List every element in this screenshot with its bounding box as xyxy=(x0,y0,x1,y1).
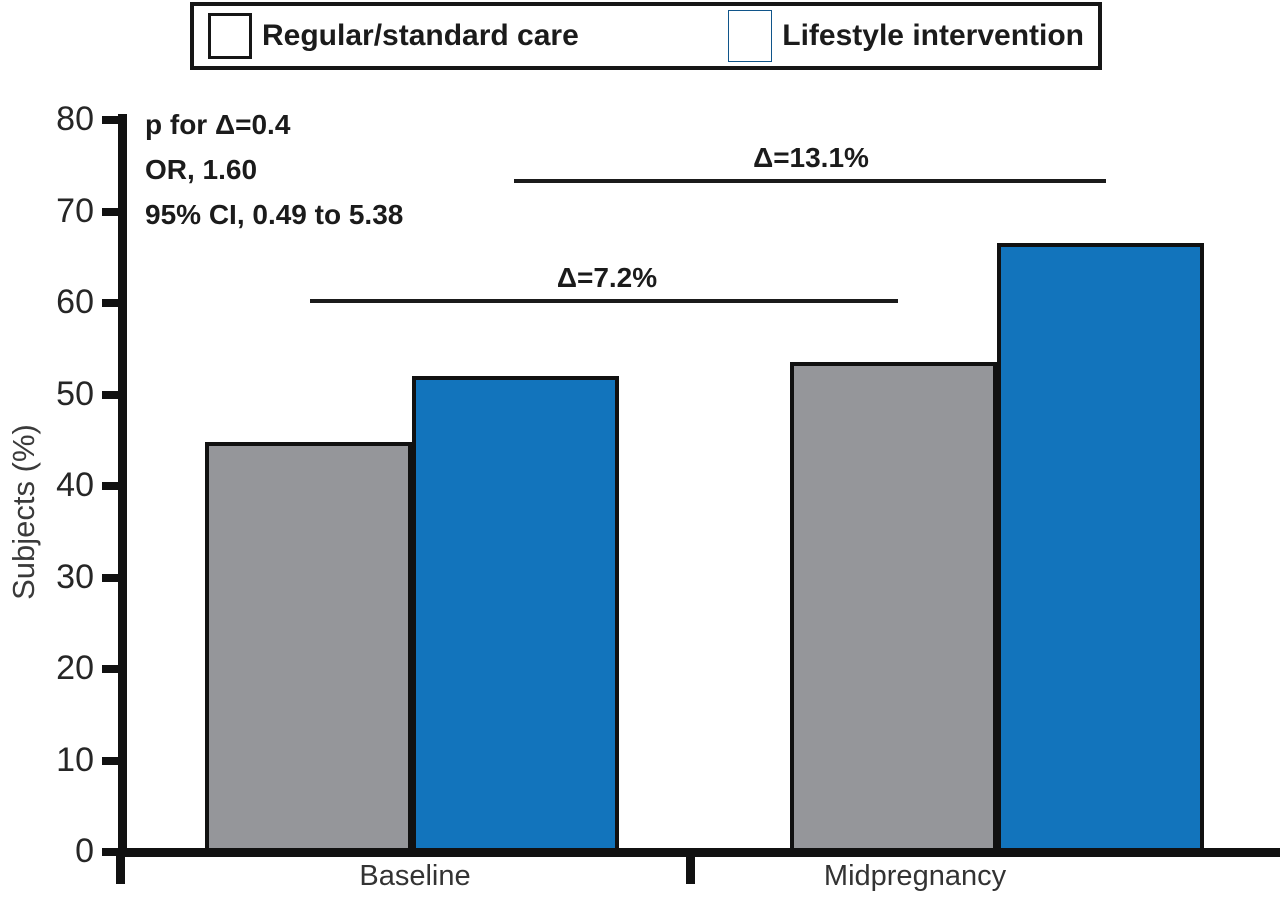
bar-baseline-care xyxy=(205,442,412,852)
x-axis-label-midpregnancy: Midpregnancy xyxy=(823,860,1007,892)
delta-baseline-line xyxy=(310,299,898,303)
y-tick-0 xyxy=(102,848,119,856)
stats-annotation: p for Δ=0.4 OR, 1.60 95% CI, 0.49 to 5.3… xyxy=(145,102,403,237)
bar-baseline-intervention xyxy=(412,376,619,852)
stats-line-or: OR, 1.60 xyxy=(145,154,258,185)
y-axis-line xyxy=(118,114,127,857)
y-tick-80 xyxy=(102,116,119,124)
y-tick-30 xyxy=(102,573,119,582)
lifestyle-intervention-swatch xyxy=(728,10,773,62)
bar-midpregnancy-intervention xyxy=(997,243,1204,852)
legend: Regular/standard care Lifestyle interven… xyxy=(190,2,1102,70)
y-tick-20 xyxy=(102,665,119,673)
y-tick-70 xyxy=(102,207,119,216)
x-axis-label-baseline: Baseline xyxy=(359,860,471,892)
delta-baseline-label: Δ=7.2% xyxy=(556,262,658,293)
y-tick-label-70: 70 xyxy=(56,191,94,230)
y-tick-label-80: 80 xyxy=(56,100,94,138)
legend-item-regular-care: Regular/standard care xyxy=(208,13,579,59)
y-tick-label-60: 60 xyxy=(56,283,94,321)
y-tick-label-40: 40 xyxy=(56,466,94,504)
legend-label-regular-care: Regular/standard care xyxy=(262,19,579,52)
y-tick-40 xyxy=(102,482,119,490)
y-tick-10 xyxy=(102,756,119,765)
y-tick-label-30: 30 xyxy=(56,557,94,596)
delta-midpregnancy-label: Δ=13.1% xyxy=(753,142,869,173)
y-tick-60 xyxy=(102,299,119,307)
y-tick-label-0: 0 xyxy=(75,832,94,870)
legend-label-lifestyle-intervention: Lifestyle intervention xyxy=(782,19,1084,52)
x-tick-baseline xyxy=(116,851,125,884)
stats-line-ci: 95% CI, 0.49 to 5.38 xyxy=(145,199,404,230)
y-tick-label-10: 10 xyxy=(56,740,94,779)
regular-care-swatch xyxy=(208,13,252,59)
y-tick-label-20: 20 xyxy=(56,649,94,687)
stats-line-p: p for Δ=0.4 xyxy=(145,109,291,140)
legend-item-lifestyle-intervention: Lifestyle intervention xyxy=(728,10,1084,62)
bar-midpregnancy-care xyxy=(790,362,997,852)
x-axis-line xyxy=(118,848,1280,857)
delta-midpregnancy-line xyxy=(514,179,1106,183)
y-tick-50 xyxy=(102,390,119,399)
x-tick-midpregnancy xyxy=(686,851,695,884)
y-tick-label-50: 50 xyxy=(56,374,94,413)
